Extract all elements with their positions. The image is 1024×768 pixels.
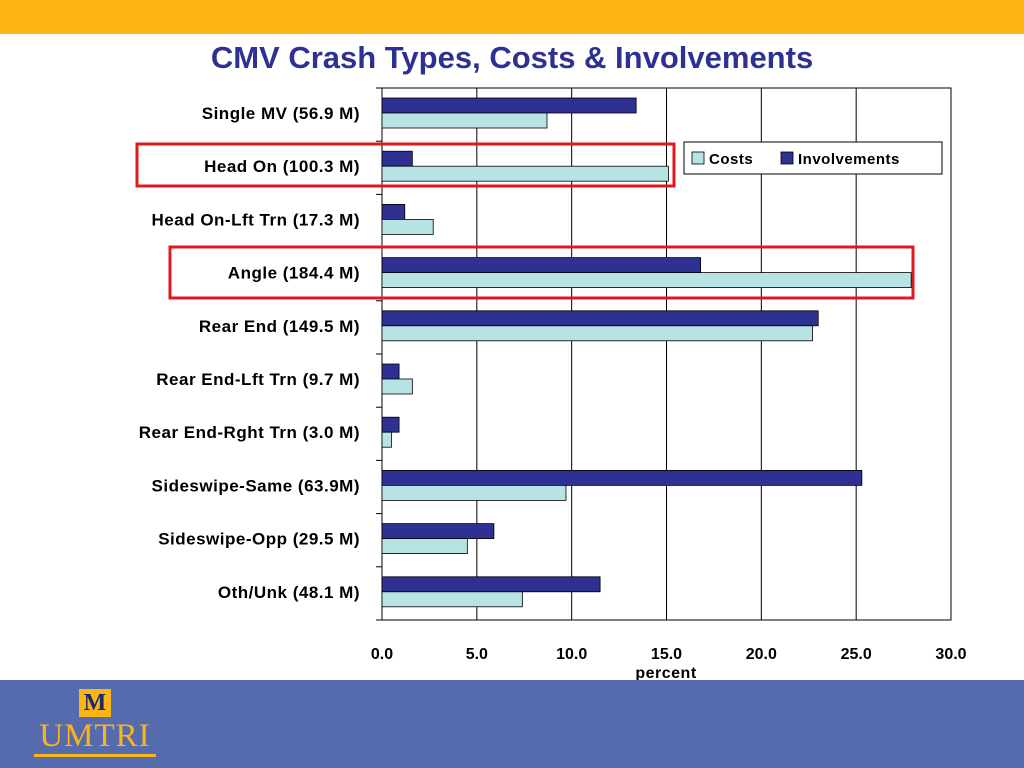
slide-title: CMV Crash Types, Costs & Involvements bbox=[210, 40, 814, 75]
category-label: Sideswipe-Opp (29.5 M) bbox=[158, 530, 360, 549]
bar-costs bbox=[381, 165, 669, 182]
bar-involvements bbox=[381, 310, 819, 327]
category-label: Single MV (56.9 M) bbox=[202, 104, 360, 123]
highlight-box bbox=[135, 142, 676, 188]
legend-entry: Costs bbox=[709, 151, 753, 168]
bar-costs bbox=[381, 538, 468, 554]
bar-costs bbox=[381, 272, 912, 289]
legend-box bbox=[683, 141, 943, 175]
category-label: Rear End (149.5 M) bbox=[199, 317, 360, 336]
category-label: Head On-Lft Trn (17.3 M) bbox=[152, 210, 360, 229]
x-tick-label: 20.0 bbox=[746, 646, 777, 663]
bar-costs bbox=[381, 112, 548, 129]
bar-chart: 0.0 5.0 10.0 15.0 20.0 25.0 30.0 percent Single … bbox=[135, 87, 967, 680]
highlight-box bbox=[168, 245, 915, 300]
bar-costs bbox=[381, 431, 392, 448]
logo-block-m: M bbox=[79, 689, 111, 717]
bar-involvements bbox=[381, 416, 400, 433]
bar-involvements bbox=[381, 523, 495, 539]
bar-involvements bbox=[381, 97, 637, 114]
category-label: Rear End-Rght Trn (3.0 M) bbox=[139, 423, 360, 442]
category-label: Oth/Unk (48.1 M) bbox=[218, 583, 360, 602]
bar-costs bbox=[381, 378, 413, 395]
top-color-band bbox=[0, 0, 1024, 34]
bar-costs bbox=[381, 325, 813, 342]
x-tick-label: 5.0 bbox=[466, 646, 488, 663]
legend-entry: Involvements bbox=[798, 151, 900, 168]
bottom-color-band bbox=[0, 680, 1024, 768]
x-tick-label: 0.0 bbox=[371, 646, 393, 663]
bar-costs bbox=[381, 218, 434, 235]
category-label: Rear End-Lft Trn (9.7 M) bbox=[156, 370, 360, 389]
bar-involvements bbox=[381, 150, 413, 167]
bar-involvements bbox=[381, 469, 863, 486]
x-tick-label: 10.0 bbox=[556, 646, 587, 663]
category-label: Angle (184.4 M) bbox=[228, 264, 360, 283]
legend-swatch bbox=[691, 151, 705, 165]
bar-involvements bbox=[381, 203, 406, 220]
x-tick-label: 15.0 bbox=[651, 646, 682, 663]
category-label: Sideswipe-Same (63.9M) bbox=[152, 476, 360, 495]
bar-costs bbox=[381, 484, 567, 501]
bar-involvements bbox=[381, 576, 601, 593]
x-tick-label: 30.0 bbox=[935, 646, 966, 663]
bar-involvements bbox=[381, 257, 702, 274]
umtri-logo: M UMTRI bbox=[34, 689, 156, 759]
category-label: Head On (100.3 M) bbox=[204, 157, 360, 176]
bar-costs bbox=[381, 591, 523, 608]
logo-wordmark: UMTRI bbox=[34, 718, 156, 757]
x-tick-label: 25.0 bbox=[841, 646, 872, 663]
x-axis-title: percent bbox=[635, 665, 696, 680]
bar-involvements bbox=[381, 363, 400, 380]
legend-swatch bbox=[780, 151, 794, 165]
